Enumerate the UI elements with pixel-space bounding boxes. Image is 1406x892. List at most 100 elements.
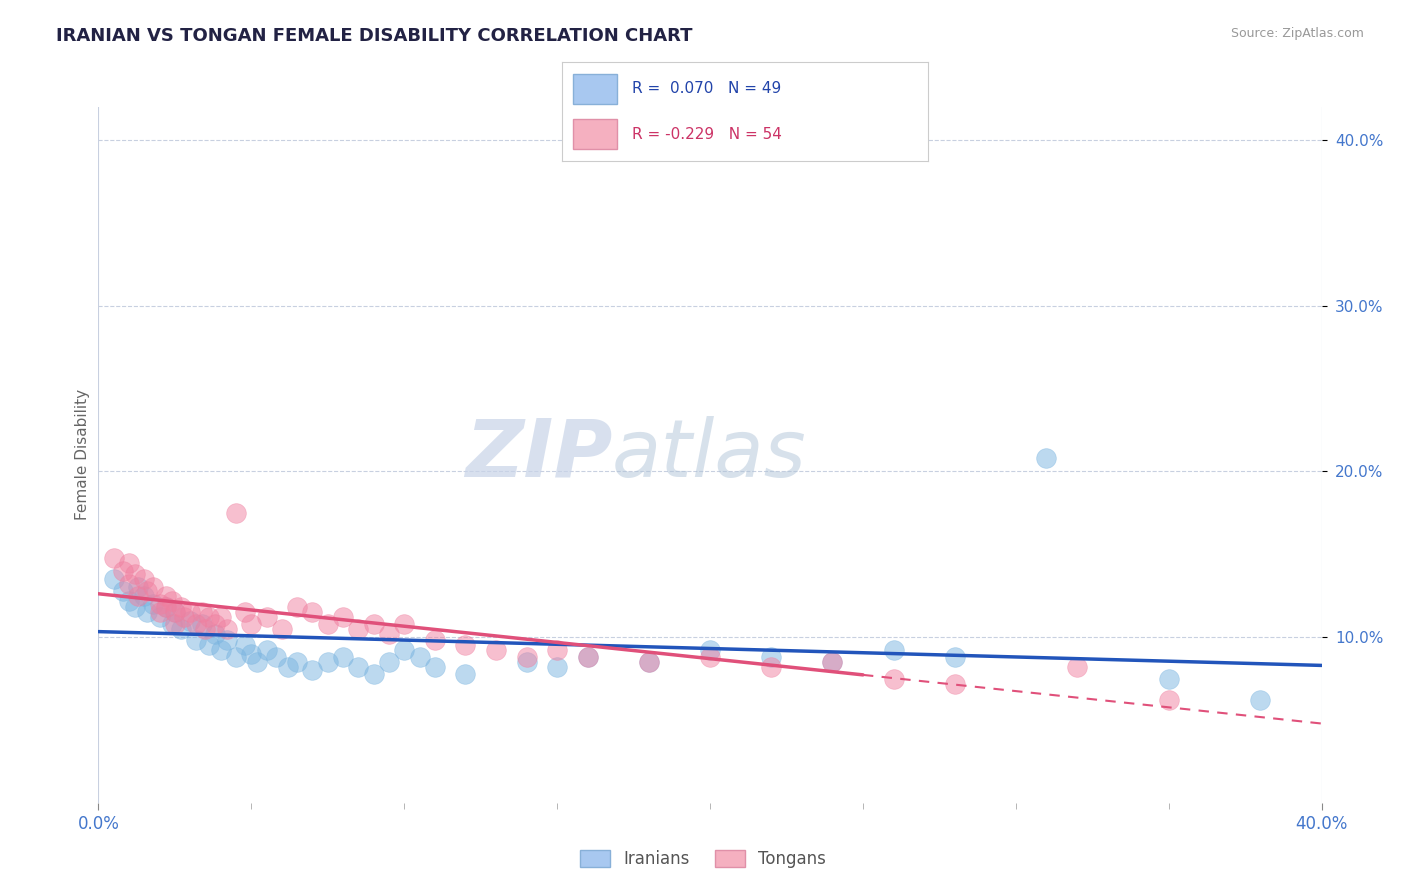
Point [316, 655, 339, 669]
Point [155, 589, 177, 603]
Point [1035, 451, 1057, 466]
Point [170, 600, 193, 615]
Point [270, 622, 292, 636]
Point [170, 622, 193, 636]
Text: atlas: atlas [612, 416, 807, 494]
Point [316, 616, 339, 631]
Point [204, 616, 226, 631]
Point [246, 655, 269, 669]
Point [821, 655, 844, 669]
Point [204, 627, 226, 641]
Point [142, 597, 165, 611]
Point [160, 593, 183, 607]
Point [392, 616, 416, 631]
Text: R =  0.070   N = 49: R = 0.070 N = 49 [631, 81, 782, 96]
Point [163, 605, 186, 619]
Point [1157, 672, 1180, 686]
Point [118, 577, 141, 591]
Point [149, 610, 172, 624]
Point [883, 672, 905, 686]
Text: ZIP: ZIP [465, 416, 612, 494]
Point [124, 600, 146, 615]
Point [155, 600, 177, 615]
Point [194, 622, 217, 636]
Point [378, 655, 401, 669]
Point [173, 610, 195, 624]
Point [179, 614, 201, 628]
Point [485, 643, 508, 657]
Point [197, 639, 219, 653]
Point [163, 605, 186, 619]
Point [285, 655, 308, 669]
Text: R = -0.229   N = 54: R = -0.229 N = 54 [631, 127, 782, 142]
Point [576, 650, 599, 665]
Point [378, 627, 401, 641]
Point [285, 600, 308, 615]
Point [186, 616, 208, 631]
Point [408, 650, 430, 665]
Point [301, 663, 323, 677]
Point [191, 605, 214, 619]
Point [943, 676, 966, 690]
Point [240, 616, 263, 631]
Text: Source: ZipAtlas.com: Source: ZipAtlas.com [1230, 27, 1364, 40]
Text: IRANIAN VS TONGAN FEMALE DISABILITY CORRELATION CHART: IRANIAN VS TONGAN FEMALE DISABILITY CORR… [56, 27, 693, 45]
Y-axis label: Female Disability: Female Disability [75, 389, 90, 521]
Point [155, 600, 177, 615]
Point [516, 655, 538, 669]
Point [118, 593, 141, 607]
Point [699, 643, 721, 657]
Point [197, 610, 219, 624]
Point [160, 616, 183, 631]
Point [215, 622, 238, 636]
Point [111, 583, 134, 598]
Point [546, 660, 568, 674]
Point [256, 610, 278, 624]
Point [240, 647, 263, 661]
Point [111, 564, 134, 578]
Bar [574, 120, 617, 149]
Point [209, 643, 232, 657]
Point [883, 643, 905, 657]
Point [637, 655, 661, 669]
Point [759, 650, 782, 665]
Point [127, 589, 149, 603]
Point [759, 660, 782, 674]
Point [301, 605, 323, 619]
Point [136, 605, 159, 619]
Point [516, 650, 538, 665]
Point [363, 616, 385, 631]
Point [546, 643, 568, 657]
Point [225, 506, 247, 520]
Point [347, 660, 370, 674]
Point [134, 589, 156, 603]
Point [233, 639, 256, 653]
Point [821, 655, 844, 669]
Point [209, 610, 232, 624]
Point [233, 605, 256, 619]
Point [163, 616, 186, 631]
Point [191, 616, 214, 631]
Point [699, 650, 721, 665]
Point [637, 655, 661, 669]
Point [423, 633, 446, 648]
Point [134, 572, 156, 586]
Point [124, 567, 146, 582]
Point [215, 633, 238, 648]
Point [256, 643, 278, 657]
Point [264, 650, 287, 665]
Point [127, 581, 149, 595]
Point [454, 639, 477, 653]
Point [332, 650, 354, 665]
Point [186, 633, 208, 648]
Point [136, 583, 159, 598]
Point [1249, 693, 1271, 707]
Point [576, 650, 599, 665]
Point [1066, 660, 1088, 674]
Point [943, 650, 966, 665]
Bar [574, 74, 617, 103]
Point [149, 605, 172, 619]
Legend: Iranians, Tongans: Iranians, Tongans [574, 843, 832, 875]
Point [118, 556, 141, 570]
Point [423, 660, 446, 674]
